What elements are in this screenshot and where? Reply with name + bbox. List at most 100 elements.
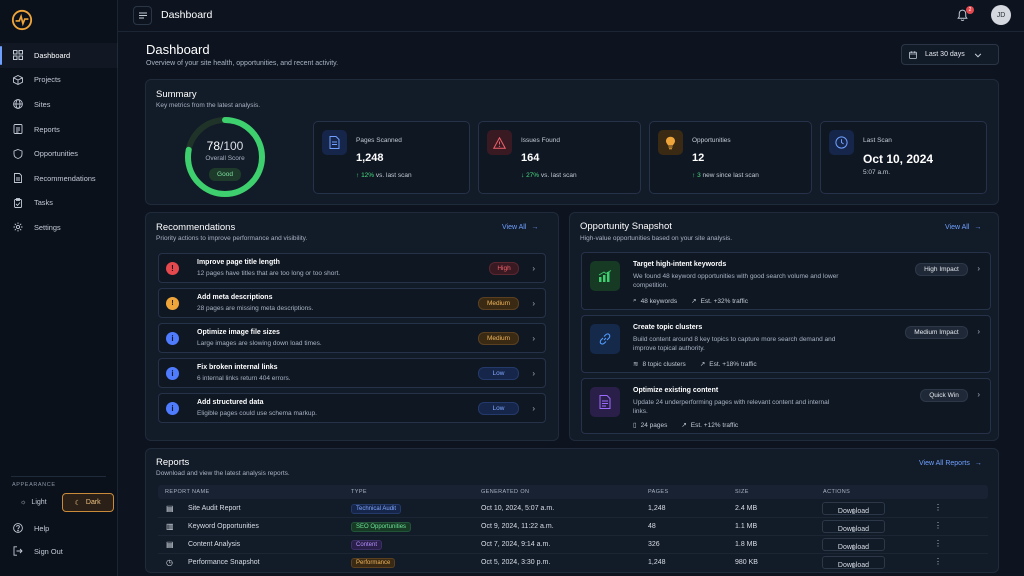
report-size: 1.8 MB [735,541,758,548]
metric-label: Opportunities [692,137,731,144]
lightbulb-icon [658,130,683,155]
report-icon [13,124,23,135]
clock-icon [829,130,854,155]
theme-dark-button[interactable]: ☾ Dark [61,493,114,512]
recommendation-item[interactable]: ! Add meta descriptions 28 pages are mis… [158,288,546,318]
opportunity-item-title: Optimize existing content [633,387,719,394]
download-label: Download [837,544,870,551]
sidebar-item-label: Reports [34,124,60,134]
score-label: Overall Score [205,155,245,162]
opportunity-meta: ≋ 8 topic clusters ↗ Est. +18% traffic [633,360,757,369]
help-link[interactable]: Help [13,523,49,533]
opportunity-item[interactable]: Optimize existing content Update 24 unde… [581,378,991,434]
table-row[interactable]: ▥ Keyword Opportunities SEO Opportunitie… [158,518,988,536]
view-all-label: View All Reports [919,460,970,467]
sidebar-item-label: Projects [34,75,61,85]
report-name: Performance Snapshot [188,559,260,566]
bell-icon[interactable] [956,9,969,22]
table-row[interactable]: ▤ Site Audit Report Technical Audit Oct … [158,500,988,518]
recommendation-item[interactable]: i Fix broken internal links 6 internal l… [158,358,546,388]
sidebar-item-tasks[interactable]: Tasks [0,191,118,216]
recommendation-title: Optimize image file sizes [197,329,280,336]
theme-light-button[interactable]: ☼ Light [11,493,56,512]
notification-badge: 2 [966,6,974,14]
report-date: Oct 5, 2024, 3:30 p.m. [481,559,551,566]
score-value: 78/100 [183,139,267,153]
sign-out-link[interactable]: Sign Out [13,546,63,556]
reports-view-all-link[interactable]: View All Reports → [919,460,982,467]
page-title: Dashboard [146,42,210,57]
more-options-icon[interactable]: ⋮ [934,503,942,512]
chevron-right-icon: › [977,390,980,399]
score-gauge [185,117,265,197]
topbar: Dashboard 2 JD [118,0,1024,32]
report-type-tag: SEO Opportunities [351,522,412,532]
priority-badge: Medium [478,332,519,345]
globe-icon [13,99,23,110]
sidebar-item-projects[interactable]: Projects [0,68,118,93]
more-options-icon[interactable]: ⋮ [934,557,942,566]
more-options-icon[interactable]: ⋮ [934,539,942,548]
main-content: Dashboard Overview of your site health, … [118,33,1024,576]
chevron-right-icon: › [532,334,535,343]
download-icon: ⤓ [851,544,856,551]
column-header: TYPE [351,489,367,495]
sidebar-item-reports[interactable]: Reports [0,117,118,142]
alert-icon: ! [166,262,179,275]
arrow-up-icon: ↑ [356,172,360,179]
metric-pages-scanned: Pages Scanned 1,248 ↑ 12% vs. last scan [313,121,470,194]
impact-badge: Quick Win [920,389,968,402]
metric-delta: ↑ 3 new since last scan [692,172,759,179]
info-icon: i [166,367,179,380]
opportunity-view-all-link[interactable]: View All → [945,224,981,231]
table-row[interactable]: ◷ Performance Snapshot Performance Oct 5… [158,554,988,572]
table-row[interactable]: ▤ Content Analysis Content Oct 7, 2024, … [158,536,988,554]
sidebar-item-opportunities[interactable]: Opportunities [0,141,118,166]
recommendation-item[interactable]: ! Improve page title length 12 pages hav… [158,253,546,283]
opportunity-meta: ▯ 24 pages ↗ Est. +12% traffic [633,421,738,430]
warning-icon: ! [166,297,179,310]
opportunity-item[interactable]: Create topic clusters Build content arou… [581,315,991,373]
report-name: Keyword Opportunities [188,523,259,530]
download-icon: ⤓ [851,508,856,515]
document-icon [14,173,22,184]
sidebar-item-recommendations[interactable]: Recommendations [0,166,118,191]
recommendation-item[interactable]: i Add structured data Eligible pages cou… [158,393,546,423]
opportunity-subtitle: High-value opportunities based on your s… [580,235,733,242]
sidebar-item-sites[interactable]: Sites [0,92,118,117]
download-button[interactable]: ⤓ Download [822,502,885,515]
opportunity-item-title: Target high-intent keywords [633,261,727,268]
date-range-select[interactable]: Last 30 days [901,44,999,65]
opportunity-item[interactable]: Target high-intent keywords We found 48 … [581,252,991,310]
page-icon: ▯ [633,422,637,429]
recommendations-title: Recommendations [156,222,236,233]
sidebar-item-settings[interactable]: Settings [0,215,118,240]
opportunity-meta-traffic: Est. +32% traffic [700,297,748,305]
more-options-icon[interactable]: ⋮ [934,521,942,530]
avatar[interactable]: JD [991,5,1011,25]
trend-icon: ↗ [681,422,687,429]
sidebar-item-dashboard[interactable]: Dashboard [0,43,118,68]
summary-subtitle: Key metrics from the latest analysis. [156,102,261,109]
priority-badge: Medium [478,297,519,310]
metric-label: Last Scan [863,137,892,144]
recommendations-view-all-link[interactable]: View All → [502,224,538,231]
recommendation-item[interactable]: i Optimize image file sizes Large images… [158,323,546,353]
report-pages: 48 [648,523,656,530]
menu-toggle-button[interactable] [133,6,152,25]
opportunity-meta-count: 48 keywords [640,297,678,305]
metric-delta-value: 3 [697,172,701,179]
metric-delta: ↓ 27% vs. last scan [521,172,577,179]
metric-delta-value: 12% [361,172,375,179]
report-name: Content Analysis [188,541,241,548]
download-button[interactable]: ⤓ Download [822,538,885,551]
download-button[interactable]: ⤓ Download [822,556,885,569]
sidebar-item-label: Dashboard [34,50,71,60]
chevron-right-icon: › [532,264,535,273]
bar-chart-icon [590,261,620,291]
download-button[interactable]: ⤓ Download [822,520,885,533]
score-number: 78 [206,139,220,153]
opportunity-item-desc: Build content around 8 key topics to cap… [633,336,836,352]
report-size: 2.4 MB [735,505,758,512]
